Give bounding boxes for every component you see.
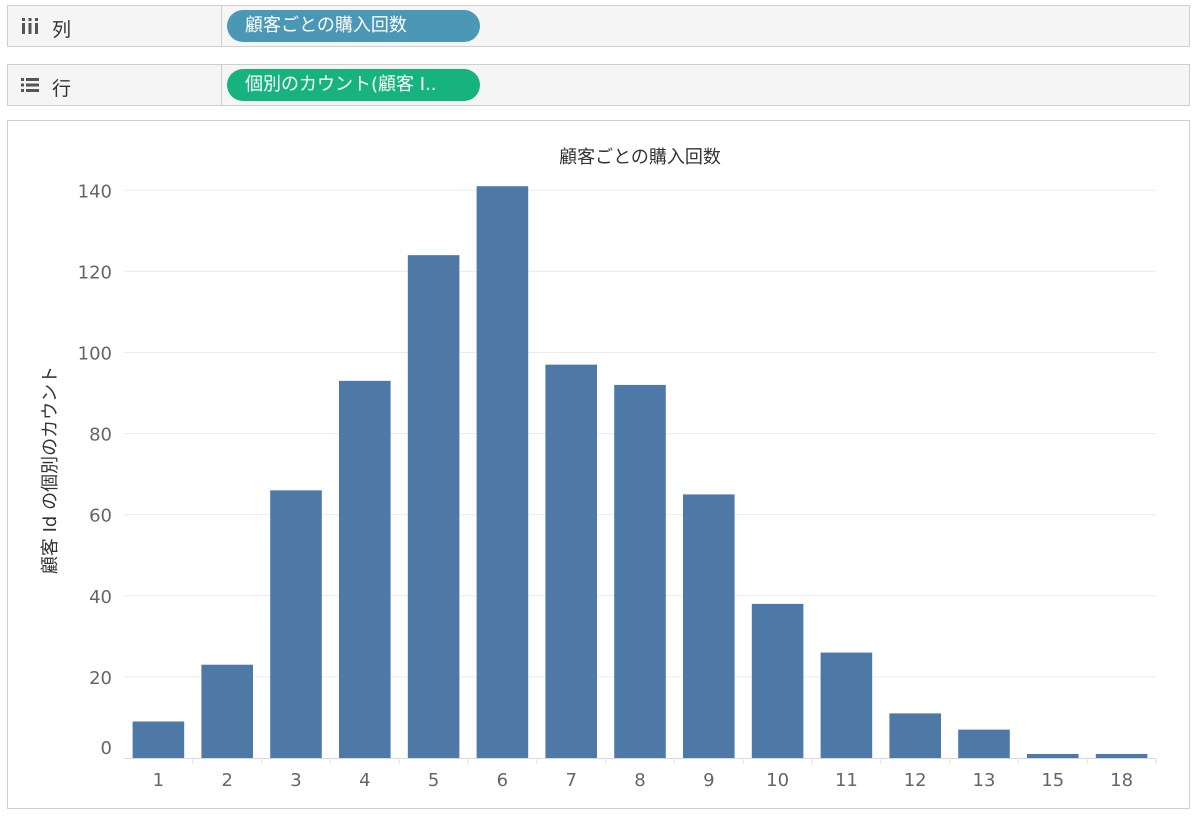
y-tick-label: 60	[89, 506, 112, 527]
bar-8[interactable]	[614, 384, 666, 758]
rows-label-text: 行	[52, 78, 72, 100]
x-tick-label: 7	[565, 770, 576, 791]
y-tick-label: 80	[89, 425, 112, 446]
bar-2[interactable]	[201, 664, 253, 758]
rows-field-pill[interactable]: 個別のカウント(顧客 I..	[227, 69, 480, 101]
bar-6[interactable]	[476, 186, 529, 758]
bar-5[interactable]	[407, 255, 460, 758]
columns-label-text: 列	[52, 19, 72, 41]
y-tick-label: 120	[78, 262, 112, 283]
y-tick-label: 100	[78, 343, 112, 364]
bar-10[interactable]	[751, 603, 804, 758]
x-tick-label: 18	[1110, 770, 1133, 791]
bar-1[interactable]	[132, 721, 185, 758]
columns-shelf-label: 列	[8, 6, 222, 46]
x-tick-label: 8	[634, 770, 645, 791]
rows-shelf-label: 行	[8, 65, 222, 105]
bar-7[interactable]	[545, 364, 597, 758]
y-tick-label: 0	[101, 738, 112, 759]
x-tick-label: 6	[497, 770, 508, 791]
y-tick-label: 140	[78, 181, 112, 202]
x-tick-label: 11	[835, 770, 858, 791]
rows-shelf[interactable]: 行 個別のカウント(顧客 I..	[7, 64, 1190, 106]
x-tick-label: 4	[359, 770, 370, 791]
y-tick-label: 40	[89, 587, 112, 608]
x-tick-label: 10	[766, 770, 789, 791]
bar-4[interactable]	[339, 380, 391, 758]
x-tick-label: 1	[153, 770, 164, 791]
bar-13[interactable]	[958, 729, 1010, 758]
y-axis-ticks: 0 20 40 60 80 100 120 140	[78, 181, 112, 759]
chart-title: 顧客ごとの購入回数	[559, 147, 721, 168]
x-tick-label: 13	[973, 770, 996, 791]
bar-15[interactable]	[1027, 753, 1079, 758]
x-axis-ticks: 1 2 3 4 5 6 7 8 9 10 11 12 13 15 18	[153, 758, 1157, 791]
x-tick-label: 12	[904, 770, 927, 791]
bar-12[interactable]	[889, 713, 941, 758]
x-tick-label: 5	[428, 770, 439, 791]
x-tick-label: 2	[221, 770, 232, 791]
rows-icon	[21, 78, 39, 92]
y-tick-label: 20	[89, 668, 112, 689]
x-tick-label: 3	[290, 770, 301, 791]
x-tick-label: 9	[703, 770, 714, 791]
bar-3[interactable]	[270, 490, 322, 758]
bar-9[interactable]	[683, 494, 735, 758]
x-tick-label: 15	[1041, 770, 1064, 791]
columns-field-pill[interactable]: 顧客ごとの購入回数	[227, 10, 480, 42]
columns-shelf[interactable]: 列 顧客ごとの購入回数	[7, 5, 1190, 47]
columns-icon	[22, 18, 38, 34]
bars	[132, 186, 1148, 758]
bar-18[interactable]	[1095, 753, 1148, 758]
bar-11[interactable]	[820, 652, 873, 758]
